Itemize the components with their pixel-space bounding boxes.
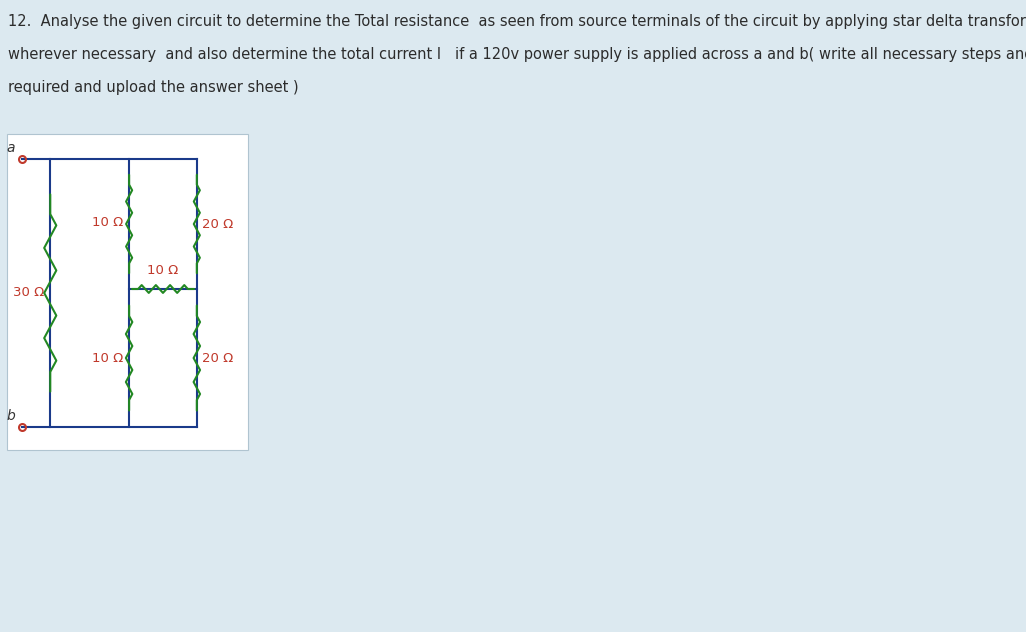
Text: 30 Ω: 30 Ω [13,286,45,300]
Text: 20 Ω: 20 Ω [202,217,234,231]
Text: wherever necessary  and also determine the total current I   if a 120v power sup: wherever necessary and also determine th… [8,47,1026,62]
Text: 12.  Analyse the given circuit to determine the Total resistance  as seen from s: 12. Analyse the given circuit to determi… [8,14,1026,29]
Text: required and upload the answer sheet ): required and upload the answer sheet ) [8,80,299,95]
Text: 10 Ω: 10 Ω [92,216,123,229]
Text: 10 Ω: 10 Ω [92,351,123,365]
FancyBboxPatch shape [7,134,247,450]
Text: b: b [6,409,15,423]
Text: a: a [7,141,15,155]
Text: 20 Ω: 20 Ω [202,351,234,365]
Text: 10 Ω: 10 Ω [148,264,179,277]
